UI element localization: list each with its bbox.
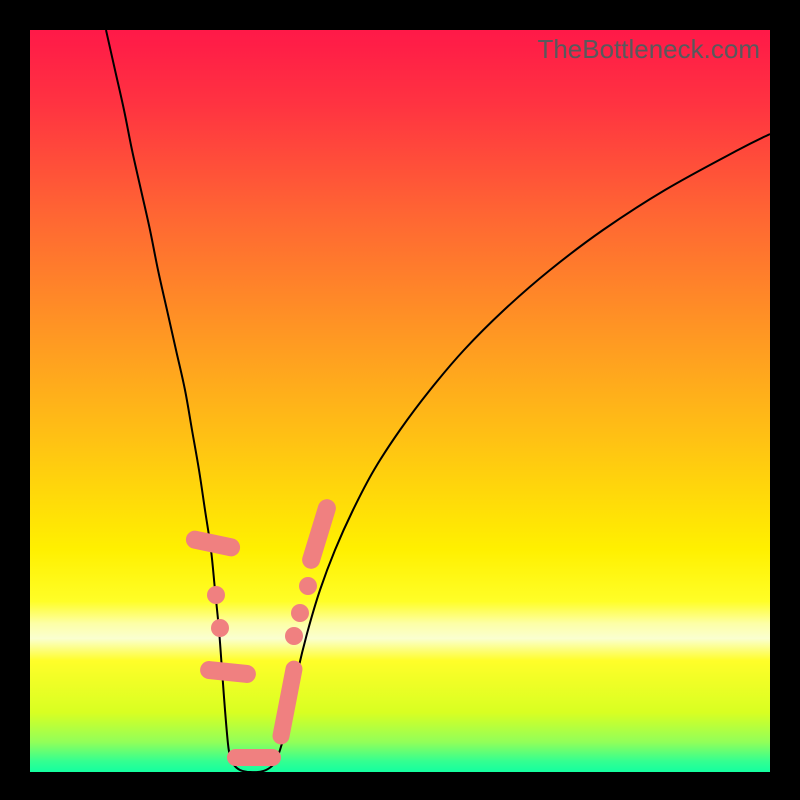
marker-capsule: [300, 497, 338, 571]
outer-frame: TheBottleneck.com: [0, 0, 800, 800]
marker-dot: [207, 586, 225, 604]
marker-dot: [291, 604, 309, 622]
marker-capsule: [227, 749, 281, 766]
left-curve: [106, 30, 248, 772]
marker-capsule: [184, 529, 242, 558]
right-curve: [248, 134, 770, 772]
plot-area: TheBottleneck.com: [30, 30, 770, 772]
marker-dot: [211, 619, 229, 637]
marker-dot: [285, 627, 303, 645]
marker-dot: [299, 577, 317, 595]
marker-group: [184, 497, 338, 766]
marker-capsule: [271, 659, 304, 746]
curve-layer: [30, 30, 770, 772]
marker-capsule: [199, 660, 257, 684]
